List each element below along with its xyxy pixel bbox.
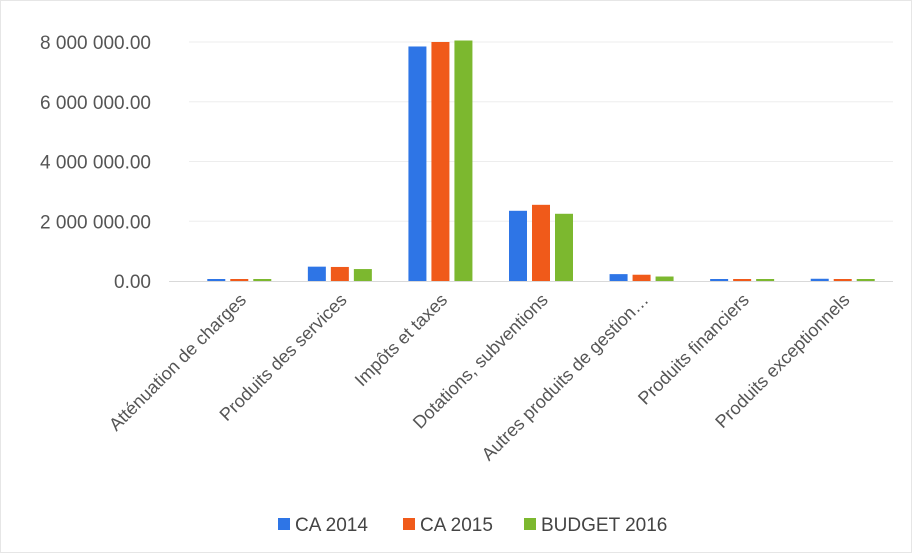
- bar-ca-2014: [408, 46, 427, 282]
- bar-ca-2015: [330, 266, 349, 281]
- legend-swatch: [278, 518, 290, 530]
- legend-swatch: [403, 518, 415, 530]
- legend-label: CA 2015: [420, 515, 493, 536]
- bar-ca-2014: [609, 274, 628, 281]
- bar-ca-2015: [431, 42, 450, 281]
- x-tick-label: Produits financiers: [634, 290, 753, 409]
- bar-budget-2016: [756, 279, 775, 281]
- bar-ca-2014: [710, 279, 729, 281]
- bar-ca-2014: [207, 279, 226, 281]
- y-tick-label: 0.00: [114, 272, 151, 293]
- bar-ca-2014: [307, 266, 326, 281]
- legend-item: CA 2014: [278, 515, 368, 536]
- x-tick-label: Autres produits de gestion…: [478, 290, 653, 465]
- bar-budget-2016: [454, 40, 473, 281]
- legend-item: BUDGET 2016: [524, 515, 667, 536]
- legend-label: CA 2014: [295, 515, 368, 536]
- bar-ca-2015: [733, 279, 752, 281]
- bar-budget-2016: [555, 213, 573, 281]
- x-tick-label: Impôts et taxes: [351, 290, 451, 390]
- legend: CA 2014 CA 2015 BUDGET 2016: [278, 515, 667, 536]
- bar-ca-2015: [230, 279, 249, 281]
- legend-swatch: [524, 518, 536, 530]
- legend-item: CA 2015: [403, 515, 493, 536]
- gridlines: [189, 41, 893, 222]
- y-tick-label: 2 000 000.00: [40, 212, 151, 233]
- legend-label: BUDGET 2016: [541, 515, 667, 536]
- bar-budget-2016: [353, 269, 372, 281]
- bar-ca-2015: [632, 274, 651, 281]
- y-tick-label: 8 000 000.00: [40, 33, 151, 54]
- bar-budget-2016: [655, 276, 674, 281]
- y-tick-label: 6 000 000.00: [40, 93, 151, 114]
- bars: [207, 40, 875, 282]
- bar-ca-2015: [833, 279, 852, 281]
- bar-ca-2014: [509, 210, 527, 281]
- bar-budget-2016: [856, 279, 875, 281]
- y-tick-label: 4 000 000.00: [40, 153, 151, 174]
- bar-ca-2014: [810, 278, 829, 281]
- bar-budget-2016: [253, 279, 272, 281]
- bar-ca-2015: [532, 204, 550, 281]
- y-axis-tick-labels: 0.00 2 000 000.00 4 000 000.00 6 000 000.00…: [40, 33, 151, 293]
